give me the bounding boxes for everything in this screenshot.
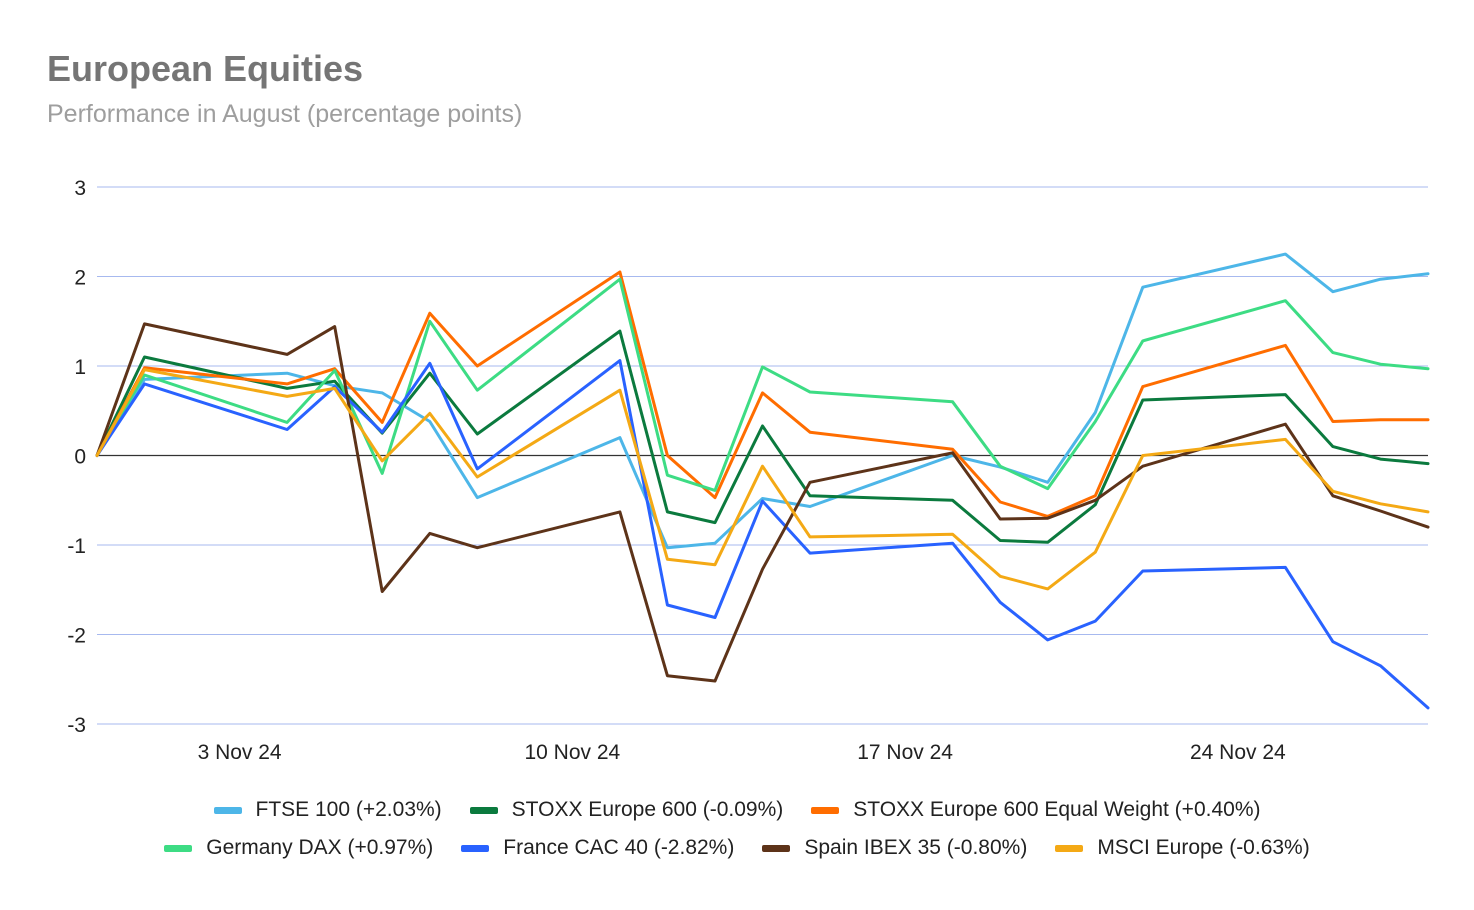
legend-item: Germany DAX (+0.97%) (164, 836, 433, 860)
y-tick-label: -1 (67, 535, 86, 558)
legend-item: MSCI Europe (-0.63%) (1055, 836, 1310, 860)
legend-label: STOXX Europe 600 Equal Weight (+0.40%) (853, 798, 1261, 821)
legend-swatch (469, 806, 498, 814)
legend-item: STOXX Europe 600 (-0.09%) (469, 798, 784, 822)
legend-item: STOXX Europe 600 Equal Weight (+0.40%) (811, 798, 1260, 822)
legend-swatch (164, 844, 193, 852)
legend-label: MSCI Europe (-0.63%) (1097, 836, 1310, 859)
x-tick-label: 17 Nov 24 (857, 741, 953, 764)
legend-label: Spain IBEX 35 (-0.80%) (804, 836, 1028, 859)
chart-title: European Equities (47, 48, 364, 89)
legend-row-2: Germany DAX (+0.97%) France CAC 40 (-2.82… (0, 836, 1474, 860)
y-tick-label: 0 (74, 446, 86, 469)
legend-label: FTSE 100 (+2.03%) (255, 798, 442, 821)
series-line-6 (95, 368, 1430, 591)
legend-item: Spain IBEX 35 (-0.80%) (762, 836, 1027, 860)
y-tick-label: -2 (67, 625, 86, 648)
legend-swatch (461, 844, 490, 852)
series-line-3 (95, 277, 1430, 492)
legend-label: Germany DAX (+0.97%) (206, 836, 434, 859)
x-tick-label: 10 Nov 24 (524, 741, 620, 764)
legend-label: STOXX Europe 600 (-0.09%) (511, 798, 784, 821)
legend-swatch (213, 806, 242, 814)
chart-subtitle: Performance in August (percentage points… (47, 100, 523, 128)
x-tick-label: 3 Nov 24 (198, 741, 282, 764)
series-line-2 (95, 270, 1430, 518)
y-tick-label: 2 (74, 267, 86, 290)
y-tick-label: -3 (67, 714, 86, 737)
legend-item: FTSE 100 (+2.03%) (213, 798, 442, 822)
legend-swatch (811, 806, 840, 814)
series-line-4 (95, 359, 1430, 710)
legend-swatch (1055, 844, 1084, 852)
y-tick-label: 1 (74, 356, 86, 379)
y-tick-label: 3 (74, 177, 86, 200)
series-line-1 (95, 329, 1430, 544)
legend-row-1: FTSE 100 (+2.03%) STOXX Europe 600 (-0.09… (0, 798, 1474, 822)
legend-swatch (762, 844, 791, 852)
x-tick-label: 24 Nov 24 (1190, 741, 1286, 764)
legend-label: France CAC 40 (-2.82%) (503, 836, 735, 859)
legend-item: France CAC 40 (-2.82%) (461, 836, 734, 860)
